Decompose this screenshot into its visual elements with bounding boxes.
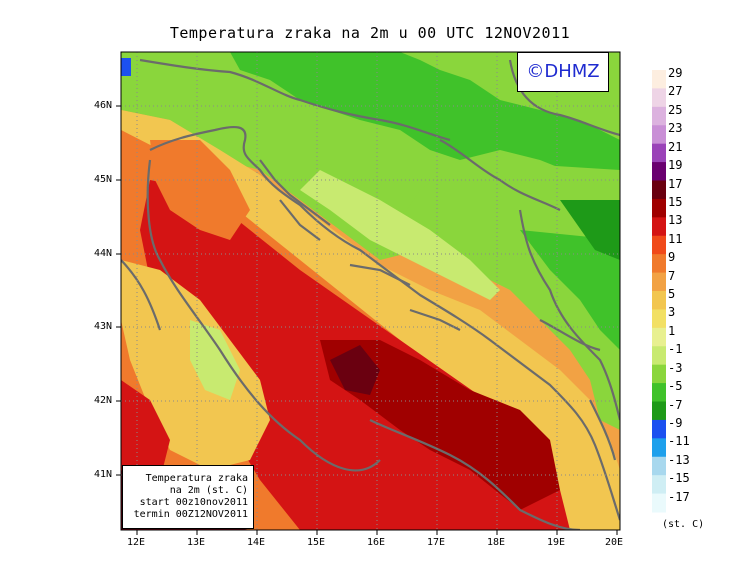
lon-label: 12E (127, 537, 146, 548)
colorbar-label: -9 (668, 415, 683, 430)
colorbar-swatch (652, 143, 666, 163)
colorbar-swatch (652, 383, 666, 402)
lon-label: 15E (307, 537, 326, 548)
colorbar-label: -15 (668, 471, 690, 486)
colorbar (652, 70, 666, 513)
colorbar-label: -7 (668, 397, 683, 412)
colorbar-label: 7 (668, 268, 676, 283)
colorbar-swatch (652, 125, 666, 145)
colorbar-label: 5 (668, 287, 676, 301)
colorbar-swatch (652, 364, 666, 384)
info-line-4: termin 00Z12NOV2011 (133, 509, 248, 520)
colorbar-label: 11 (668, 231, 683, 246)
colorbar-label: 17 (668, 176, 683, 191)
colorbar-swatch (652, 346, 666, 366)
colorbar-swatch (652, 180, 666, 200)
colorbar-swatch (652, 88, 666, 108)
colorbar-swatch (652, 217, 666, 237)
colorbar-label: 23 (668, 121, 683, 136)
colorbar-label: 3 (668, 305, 676, 320)
colorbar-label: 19 (668, 158, 683, 173)
colorbar-swatch (652, 475, 666, 495)
colorbar-swatch (652, 309, 666, 329)
lat-label: 43N (94, 321, 113, 332)
colorbar-label: -5 (668, 379, 683, 394)
colorbar-label: 21 (668, 139, 683, 154)
colorbar-swatch (652, 456, 666, 476)
colorbar-swatch (652, 272, 666, 292)
colorbar-label: 29 (668, 66, 683, 80)
colorbar-swatch (652, 438, 666, 458)
lon-label: 16E (367, 537, 386, 548)
lat-label: 45N (94, 174, 113, 185)
coastline (121, 58, 620, 530)
colorbar-swatch (652, 291, 666, 310)
temperature-field (121, 52, 620, 530)
lon-label: 14E (247, 537, 266, 548)
lon-label: 19E (547, 537, 566, 548)
colorbar-swatch (652, 401, 666, 421)
colorbar-label: 13 (668, 213, 683, 228)
dhmz-logo: ©DHMZ (517, 52, 609, 92)
colorbar-label: -11 (668, 434, 690, 449)
lon-label: 13E (187, 537, 206, 548)
colorbar-swatch (652, 70, 666, 89)
lat-label: 41N (94, 469, 113, 480)
colorbar-label: -1 (668, 342, 683, 357)
lon-label: 20E (605, 537, 624, 548)
lat-label: 46N (94, 100, 113, 111)
map-title: Temperatura zraka na 2m u 00 UTC 12NOV20… (169, 24, 571, 42)
colorbar-swatch (652, 106, 666, 126)
colorbar-swatch (652, 235, 666, 255)
info-line-2: na 2m (st. C) (169, 485, 248, 496)
lat-label: 42N (94, 395, 113, 406)
info-box: Temperatura zraka na 2m (st. C) start 00… (122, 465, 254, 529)
map-frame (120, 51, 621, 531)
info-line-3: start 00z10nov2011 (139, 497, 248, 508)
colorbar-swatch (652, 327, 666, 347)
colorbar-swatch (652, 198, 666, 218)
colorbar-label: 9 (668, 250, 676, 265)
colorbar-label: -17 (668, 489, 690, 504)
colorbar-unit: (st. C) (662, 519, 705, 530)
colorbar-swatch (652, 419, 666, 439)
colorbar-label: 15 (668, 194, 683, 209)
colorbar-swatch (652, 162, 666, 181)
colorbar-label: 27 (668, 84, 683, 99)
info-line-1: Temperatura zraka (145, 473, 248, 484)
colorbar-swatch (652, 493, 666, 513)
colorbar-label: 1 (668, 323, 676, 338)
lon-label: 17E (427, 537, 446, 548)
colorbar-label: -13 (668, 452, 690, 467)
colorbar-label: 25 (668, 102, 683, 117)
axis-ticks (116, 105, 618, 535)
colorbar-label: -3 (668, 360, 683, 375)
lon-label: 18E (487, 537, 506, 548)
lat-label: 44N (94, 248, 113, 259)
colorbar-swatch (652, 254, 666, 274)
